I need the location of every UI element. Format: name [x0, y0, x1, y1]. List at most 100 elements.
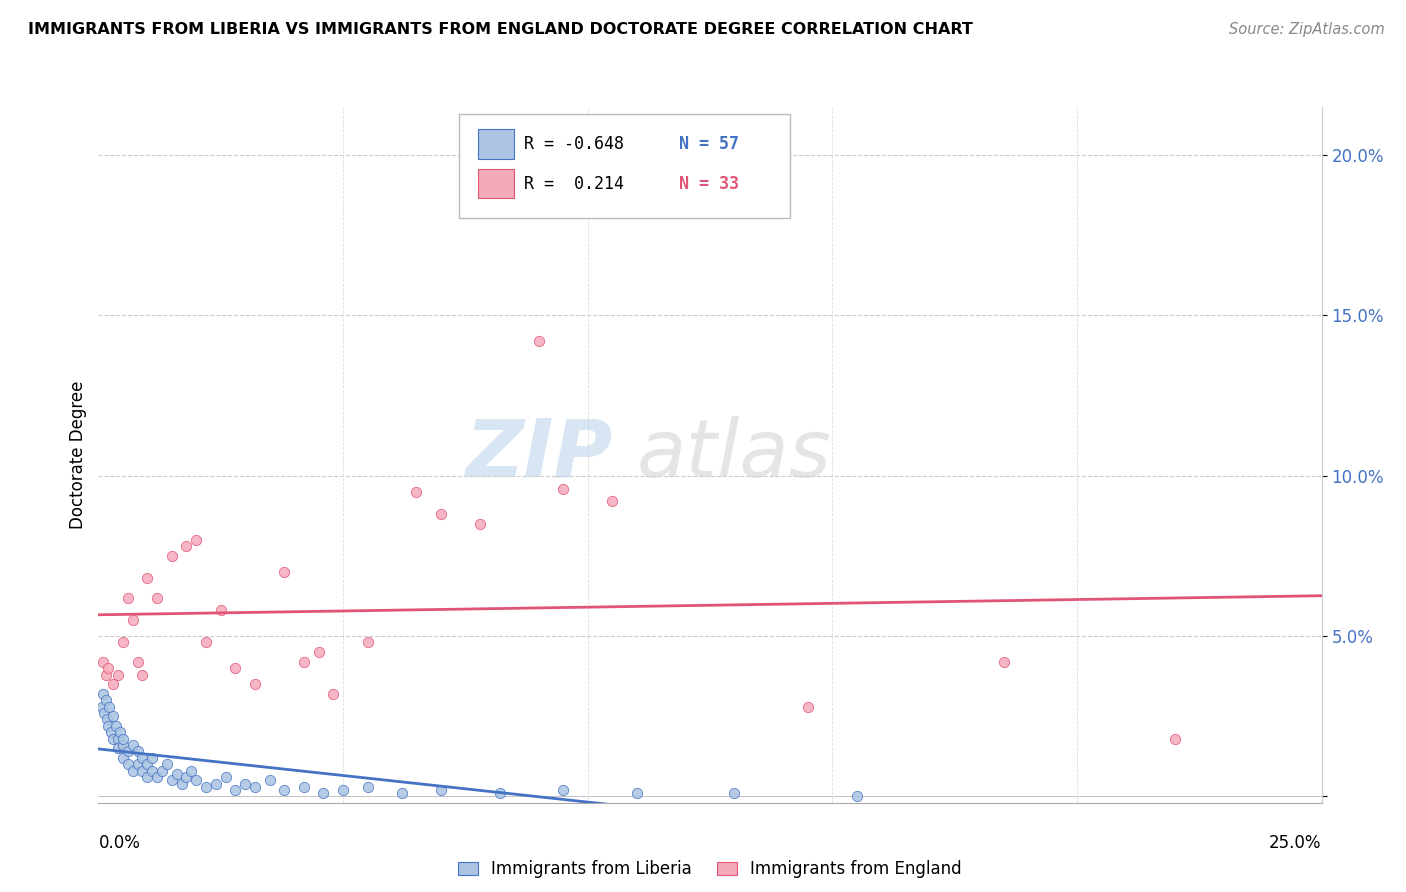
Point: [101, 731, 124, 746]
Point: [96, 713, 118, 727]
Point: [91, 699, 114, 714]
Point: [141, 764, 163, 778]
Y-axis label: Doctorate Degree: Doctorate Degree: [69, 381, 87, 529]
Point: [180, 764, 202, 778]
Point: [292, 780, 315, 794]
Point: [160, 773, 183, 788]
Point: [170, 776, 193, 790]
Point: [141, 751, 163, 765]
Point: [430, 507, 453, 521]
Point: [356, 780, 378, 794]
Point: [98, 699, 121, 714]
Point: [93, 706, 115, 720]
Text: IMMIGRANTS FROM LIBERIA VS IMMIGRANTS FROM ENGLAND DOCTORATE DEGREE CORRELATION : IMMIGRANTS FROM LIBERIA VS IMMIGRANTS FR…: [28, 22, 973, 37]
Point: [553, 482, 575, 496]
Point: [101, 677, 124, 691]
Point: [117, 591, 139, 605]
Point: [186, 773, 208, 788]
Point: [107, 731, 129, 746]
Point: [259, 773, 281, 788]
Point: [205, 776, 228, 790]
Point: [101, 709, 124, 723]
Point: [136, 770, 159, 784]
FancyBboxPatch shape: [460, 114, 790, 219]
Point: [391, 786, 413, 800]
Point: [430, 783, 453, 797]
Point: [292, 655, 315, 669]
Point: [111, 751, 134, 765]
Point: [136, 571, 159, 585]
Text: Source: ZipAtlas.com: Source: ZipAtlas.com: [1229, 22, 1385, 37]
Point: [136, 757, 159, 772]
Point: [176, 539, 198, 553]
Point: [156, 757, 179, 772]
Point: [195, 780, 218, 794]
Point: [100, 725, 122, 739]
Legend: Immigrants from Liberia, Immigrants from England: Immigrants from Liberia, Immigrants from…: [451, 854, 969, 885]
Point: [488, 786, 510, 800]
Point: [214, 770, 236, 784]
Point: [312, 786, 335, 800]
Point: [107, 667, 129, 681]
Point: [121, 764, 143, 778]
Point: [131, 764, 153, 778]
Point: [209, 603, 232, 617]
Point: [146, 770, 169, 784]
Point: [322, 687, 344, 701]
Point: [224, 661, 246, 675]
Point: [160, 549, 183, 563]
Text: 0.0%: 0.0%: [98, 834, 141, 852]
Point: [94, 667, 117, 681]
Point: [195, 635, 218, 649]
Point: [1164, 731, 1187, 746]
Point: [110, 725, 132, 739]
Point: [121, 613, 143, 627]
Point: [356, 635, 378, 649]
Point: [233, 776, 256, 790]
Point: [273, 783, 295, 797]
Point: [176, 770, 198, 784]
Point: [94, 693, 117, 707]
Text: ZIP: ZIP: [465, 416, 612, 494]
Point: [332, 783, 354, 797]
Point: [131, 667, 153, 681]
Point: [600, 494, 623, 508]
Bar: [478, 169, 515, 198]
Point: [131, 751, 153, 765]
Point: [468, 516, 491, 531]
Point: [845, 789, 868, 804]
Point: [91, 655, 114, 669]
Text: atlas: atlas: [637, 416, 831, 494]
Point: [243, 677, 266, 691]
Point: [107, 741, 129, 756]
Point: [117, 757, 139, 772]
Point: [405, 484, 427, 499]
Point: [150, 764, 173, 778]
Point: [97, 719, 120, 733]
Point: [308, 645, 330, 659]
Point: [104, 719, 127, 733]
Point: [224, 783, 246, 797]
Point: [111, 738, 134, 752]
Point: [97, 661, 120, 675]
Point: [111, 731, 134, 746]
Text: N = 33: N = 33: [679, 175, 740, 193]
Point: [121, 738, 143, 752]
Point: [111, 635, 134, 649]
Point: [127, 744, 149, 758]
Point: [993, 655, 1015, 669]
Text: R =  0.214: R = 0.214: [524, 175, 624, 193]
Point: [186, 533, 208, 547]
Point: [723, 786, 745, 800]
Text: R = -0.648: R = -0.648: [524, 135, 624, 153]
Text: N = 57: N = 57: [679, 135, 740, 153]
Point: [127, 655, 149, 669]
Point: [117, 744, 139, 758]
Point: [243, 780, 266, 794]
Point: [166, 767, 188, 781]
Point: [527, 334, 550, 348]
Text: 25.0%: 25.0%: [1270, 834, 1322, 852]
Point: [127, 757, 149, 772]
Point: [273, 565, 295, 579]
Bar: [478, 129, 515, 159]
